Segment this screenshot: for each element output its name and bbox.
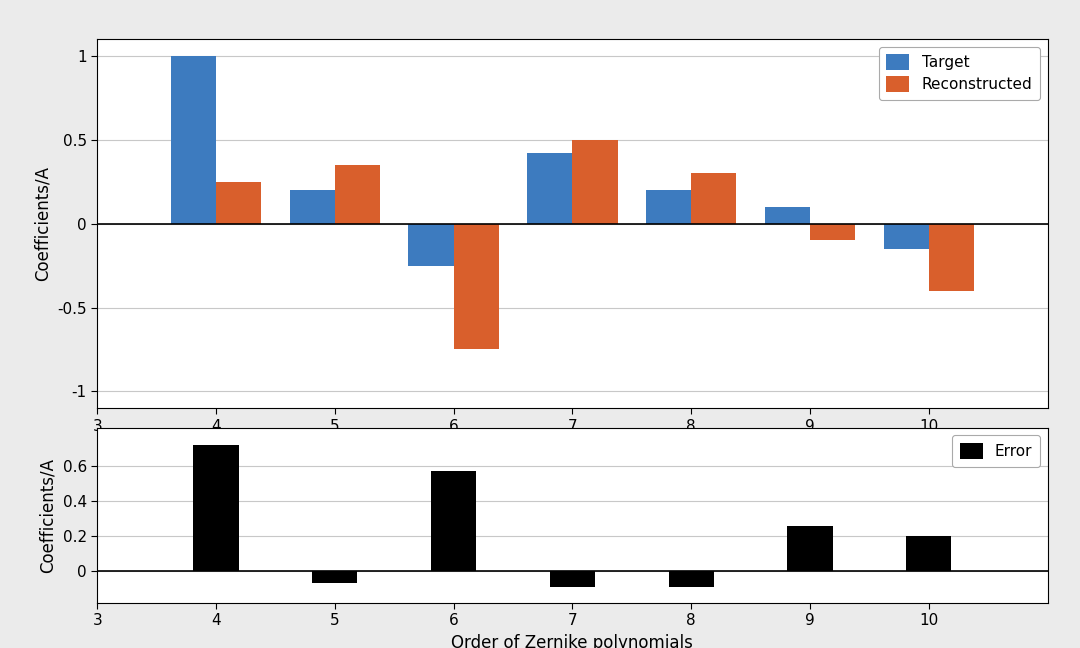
- Bar: [572, 139, 618, 224]
- Bar: [550, 571, 595, 587]
- Bar: [646, 190, 691, 224]
- Bar: [335, 165, 380, 224]
- Bar: [527, 153, 572, 224]
- Bar: [431, 472, 476, 571]
- Bar: [312, 571, 357, 583]
- Bar: [929, 224, 974, 291]
- Bar: [454, 224, 499, 349]
- Bar: [765, 207, 810, 224]
- Bar: [906, 536, 951, 571]
- Legend: Target, Reconstructed: Target, Reconstructed: [879, 47, 1040, 100]
- Bar: [216, 181, 261, 224]
- Y-axis label: Coefficients/A: Coefficients/A: [39, 457, 57, 573]
- Y-axis label: Coefficients/A: Coefficients/A: [33, 166, 52, 281]
- Bar: [810, 224, 855, 240]
- Legend: Error: Error: [953, 435, 1040, 467]
- Bar: [691, 173, 737, 224]
- X-axis label: Order of Zernike polynomials: Order of Zernike polynomials: [451, 634, 693, 648]
- Bar: [289, 190, 335, 224]
- Bar: [787, 526, 833, 571]
- Bar: [171, 56, 216, 224]
- Bar: [883, 224, 929, 249]
- Bar: [669, 571, 714, 587]
- Bar: [408, 224, 454, 266]
- Bar: [193, 445, 239, 571]
